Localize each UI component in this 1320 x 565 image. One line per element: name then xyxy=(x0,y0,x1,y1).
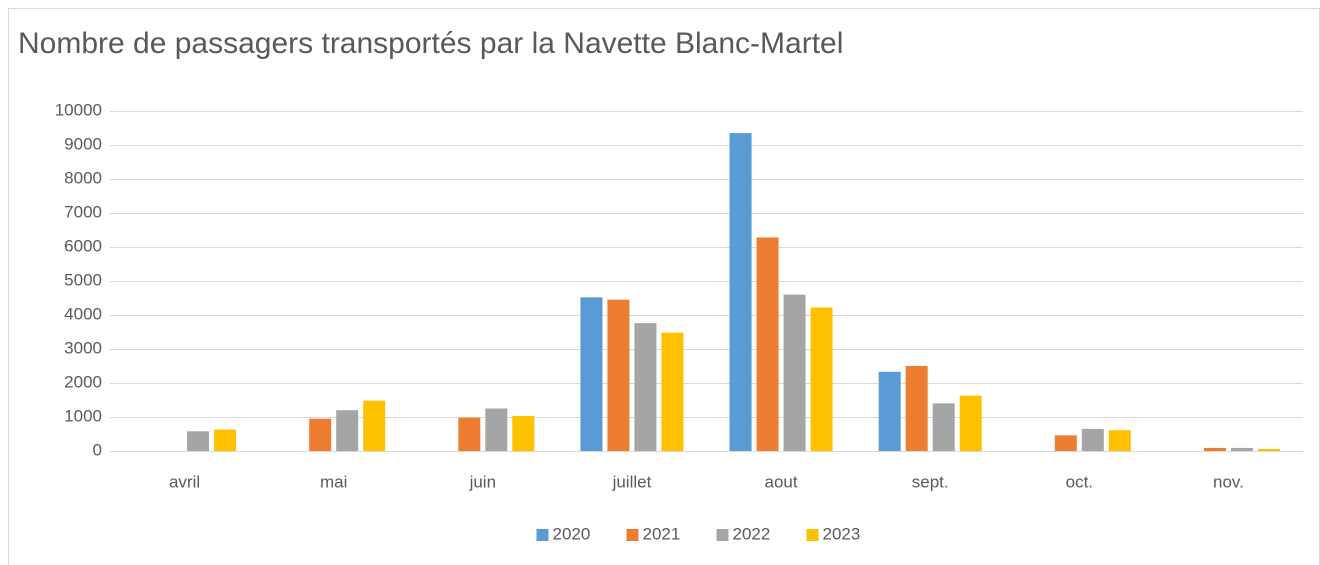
y-tick-label: 3000 xyxy=(64,338,102,357)
x-tick-label: avril xyxy=(169,472,200,491)
bar xyxy=(661,332,684,451)
bar xyxy=(363,400,386,451)
bar xyxy=(336,410,359,451)
chart-title: Nombre de passagers transportés par la N… xyxy=(18,27,843,60)
legend-label: 2020 xyxy=(553,524,591,543)
bar xyxy=(932,403,955,451)
bar xyxy=(1257,448,1280,451)
legend-label: 2023 xyxy=(823,524,861,543)
x-tick-label: aout xyxy=(765,472,798,491)
y-tick-label: 10000 xyxy=(55,100,102,119)
bar xyxy=(512,415,535,451)
legend-swatch xyxy=(806,529,819,541)
y-tick-label: 5000 xyxy=(64,270,102,289)
legend-label: 2021 xyxy=(643,524,681,543)
bar xyxy=(729,133,752,451)
bar xyxy=(607,299,630,451)
bar xyxy=(756,237,779,451)
y-tick-label: 6000 xyxy=(64,236,102,255)
y-tick-label: 8000 xyxy=(64,168,102,187)
bar xyxy=(1054,435,1077,451)
x-tick-label: nov. xyxy=(1213,472,1244,491)
bar xyxy=(458,417,481,451)
bar xyxy=(878,371,901,451)
x-tick-label: oct. xyxy=(1066,472,1093,491)
bar xyxy=(1230,447,1253,451)
y-tick-label: 9000 xyxy=(64,134,102,153)
chart-border xyxy=(8,8,1320,565)
legend-label: 2022 xyxy=(733,524,771,543)
bar xyxy=(187,431,210,451)
y-tick-label: 1000 xyxy=(64,406,102,425)
bar xyxy=(783,294,806,451)
y-tick-label: 2000 xyxy=(64,372,102,391)
bar xyxy=(580,297,603,451)
y-tick-label: 4000 xyxy=(64,304,102,323)
bar xyxy=(1108,430,1131,451)
bar xyxy=(1203,447,1226,451)
bar xyxy=(1081,428,1104,451)
legend-swatch xyxy=(626,529,639,541)
bar xyxy=(309,418,332,451)
bar xyxy=(485,408,508,451)
x-tick-label: mai xyxy=(320,472,347,491)
x-tick-label: juillet xyxy=(612,472,652,491)
bar xyxy=(810,307,833,451)
bar xyxy=(905,366,928,451)
y-tick-label: 0 xyxy=(93,440,102,459)
bar xyxy=(634,323,657,451)
bar xyxy=(959,395,982,451)
x-tick-label: juin xyxy=(469,472,496,491)
bar xyxy=(214,429,237,451)
x-tick-label: sept. xyxy=(912,472,949,491)
legend-swatch xyxy=(536,529,549,541)
legend-swatch xyxy=(716,529,729,541)
y-tick-label: 7000 xyxy=(64,202,102,221)
